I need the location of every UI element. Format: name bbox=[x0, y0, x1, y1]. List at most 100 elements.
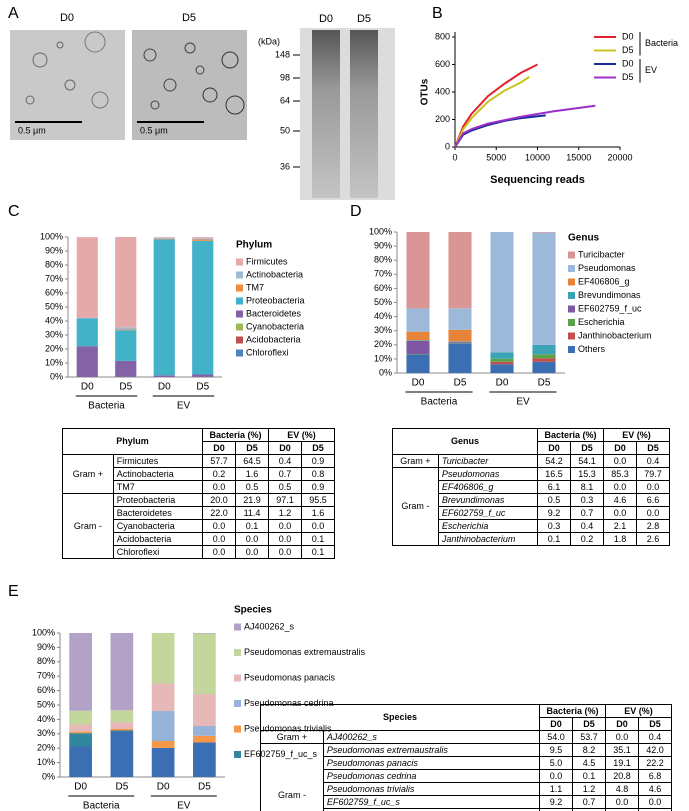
bar-segment bbox=[115, 327, 137, 330]
y-tick-label: 0 bbox=[445, 141, 450, 151]
bar-segment bbox=[490, 232, 514, 353]
legend-label: D0 bbox=[622, 31, 634, 41]
value-cell: 54.0 bbox=[539, 730, 573, 744]
gel-image bbox=[293, 28, 395, 200]
bar-segment bbox=[110, 722, 134, 729]
header-cell: Bacteria (%) bbox=[202, 428, 269, 442]
table-row: Pseudomonas cedrina 0.0 0.1 20.8 6.8 bbox=[261, 769, 672, 783]
value-cell: 0.0 bbox=[301, 519, 335, 533]
bar-segment bbox=[151, 683, 175, 712]
bar-segment bbox=[69, 710, 92, 725]
value-cell: 1.6 bbox=[301, 506, 335, 520]
y-tick-label: 800 bbox=[435, 31, 450, 41]
y-tick-label: 30% bbox=[45, 329, 63, 339]
legend-swatch bbox=[236, 349, 243, 357]
bar-segment bbox=[406, 340, 430, 354]
value-cell: 8.1 bbox=[570, 480, 604, 494]
y-tick-label: 70% bbox=[45, 273, 63, 283]
panel-label: C bbox=[8, 203, 20, 220]
bar-segment bbox=[192, 239, 214, 241]
legend-swatch bbox=[234, 649, 241, 656]
legend-swatch bbox=[236, 310, 243, 318]
value-cell: 0.0 bbox=[603, 480, 637, 494]
image-label: D5 bbox=[182, 12, 196, 24]
legend-title: Phylum bbox=[236, 240, 272, 251]
y-tick-label: 10% bbox=[374, 353, 392, 363]
panel-label: A bbox=[8, 5, 19, 22]
legend-swatch bbox=[568, 346, 575, 353]
name-cell: EF602759_f_uc_s bbox=[322, 795, 541, 809]
bar-segment bbox=[193, 633, 216, 695]
bar-segment bbox=[448, 343, 472, 373]
y-tick-label: 90% bbox=[37, 642, 55, 652]
value-cell: 16.5 bbox=[537, 467, 571, 481]
group-label: Bacteria bbox=[88, 401, 125, 412]
value-cell: 0.0 bbox=[202, 545, 236, 559]
scale-bar-label: 0.5 μm bbox=[140, 125, 168, 135]
x-tick-label: D5 bbox=[196, 382, 209, 393]
group-label: EV bbox=[177, 401, 191, 412]
legend-swatch bbox=[234, 700, 241, 707]
x-tick-label: D0 bbox=[158, 382, 171, 393]
legend-title: Genus bbox=[568, 233, 600, 244]
x-tick-label: D0 bbox=[157, 782, 170, 793]
table-row: Gram - Pseudomonas extremaustralis 9.5 8.2 3… bbox=[260, 743, 672, 811]
bar-segment bbox=[69, 633, 92, 711]
lane-label: D5 bbox=[357, 13, 371, 25]
value-cell: 0.0 bbox=[605, 730, 639, 744]
name-cell: Firmicutes bbox=[112, 454, 204, 468]
gel-marker: 36 bbox=[280, 161, 290, 171]
value-cell: 0.5 bbox=[235, 480, 269, 494]
table-row: Pseudomonas panacis 5.0 4.5 19.1 22.2 bbox=[261, 756, 672, 770]
value-cell: 0.1 bbox=[572, 769, 606, 783]
data-table: Species Bacteria (%) EV (%) D0 D5 D0 D5 Gram + A… bbox=[260, 704, 672, 811]
name-cell: Pseudomonas cedrina bbox=[322, 769, 541, 783]
value-cell: 95.5 bbox=[301, 493, 335, 507]
name-cell: AJ400262_s bbox=[322, 730, 541, 744]
header-row: Genus Bacteria (%) EV (%) bbox=[392, 428, 670, 455]
value-cell: 0.0 bbox=[268, 532, 302, 546]
legend-label: Actinobacteria bbox=[246, 269, 303, 279]
legend-group-label: EV bbox=[645, 65, 657, 75]
group-label: EV bbox=[177, 801, 191, 811]
bar-segment bbox=[153, 239, 175, 376]
x-tick-label: 10000 bbox=[525, 152, 550, 162]
x-tick-label: D0 bbox=[74, 782, 87, 793]
bar-segment bbox=[115, 237, 137, 328]
y-tick-label: 30% bbox=[374, 325, 392, 335]
legend-label: AJ400262_s bbox=[244, 621, 295, 631]
value-cell: 21.9 bbox=[235, 493, 269, 507]
legend-swatch bbox=[236, 284, 243, 292]
x-tick-label: 5000 bbox=[486, 152, 506, 162]
value-cell: 4.5 bbox=[572, 756, 606, 770]
name-cell: Acidobacteria bbox=[112, 532, 204, 546]
bar-segment bbox=[110, 730, 134, 732]
subheader-cell: D5 bbox=[235, 441, 269, 455]
value-cell: 1.2 bbox=[572, 782, 606, 796]
bar-segment bbox=[69, 724, 92, 732]
value-cell: 0.4 bbox=[570, 519, 604, 533]
value-cell: 4.6 bbox=[603, 493, 637, 507]
y-tick-label: 400 bbox=[435, 86, 450, 96]
header-row: Phylum Bacteria (%) EV (%) bbox=[62, 428, 335, 455]
legend-label: D0 bbox=[622, 58, 634, 68]
value-cell: 5.5 bbox=[638, 808, 672, 811]
header-cell: Bacteria (%) bbox=[537, 428, 604, 442]
legend-swatch bbox=[236, 271, 243, 279]
legend-swatch bbox=[236, 258, 243, 266]
legend-swatch bbox=[568, 319, 575, 326]
value-cell: 1.6 bbox=[235, 467, 269, 481]
value-cell: 57.7 bbox=[202, 454, 236, 468]
value-cell: 9.5 bbox=[539, 743, 573, 757]
bar-segment bbox=[76, 237, 98, 318]
table-row: Cyanobacteria 0.0 0.1 0.0 0.0 bbox=[63, 519, 335, 533]
value-cell: 0.7 bbox=[570, 506, 604, 520]
value-cell: 20.0 bbox=[202, 493, 236, 507]
legend-swatch bbox=[234, 751, 241, 758]
legend-swatch bbox=[234, 725, 241, 733]
y-axis-label: OTUs bbox=[420, 78, 431, 105]
table-row: Chloroflexi 0.0 0.0 0.0 0.1 bbox=[63, 545, 335, 559]
bar-segment bbox=[110, 728, 134, 731]
value-cell: 9.2 bbox=[537, 506, 571, 520]
